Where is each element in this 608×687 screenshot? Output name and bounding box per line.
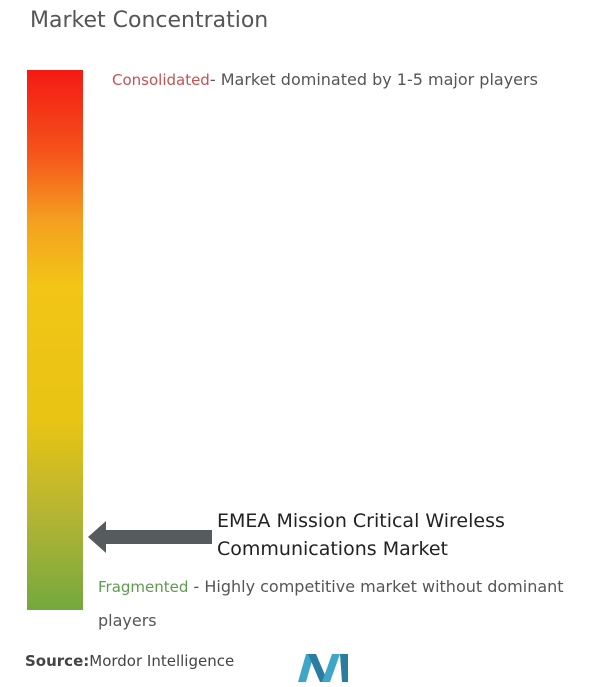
marker-label: EMEA Mission Critical Wireless Communica… [217, 507, 505, 563]
top-label: Consolidated- Market dominated by 1-5 ma… [112, 70, 538, 89]
marker-line1: EMEA Mission Critical Wireless [217, 510, 505, 532]
bottom-label: Fragmented - Highly competitive market w… [98, 577, 564, 596]
source: Source:Mordor Intelligence [25, 652, 234, 670]
gradient-bar [27, 70, 83, 610]
consolidated-description: - Market dominated by 1-5 major players [209, 70, 538, 89]
consolidated-term: Consolidated [112, 71, 210, 89]
arrow [88, 521, 212, 553]
logo [298, 654, 348, 682]
fragmented-term: Fragmented [98, 578, 189, 596]
source-text: Mordor Intelligence [89, 652, 235, 670]
fragmented-description: - Highly competitive market without domi… [188, 577, 564, 596]
bottom-continuation: players [98, 611, 157, 630]
marker-line2: Communications Market [217, 538, 449, 560]
title: Market Concentration [30, 8, 269, 33]
source-label: Source: [25, 652, 90, 670]
